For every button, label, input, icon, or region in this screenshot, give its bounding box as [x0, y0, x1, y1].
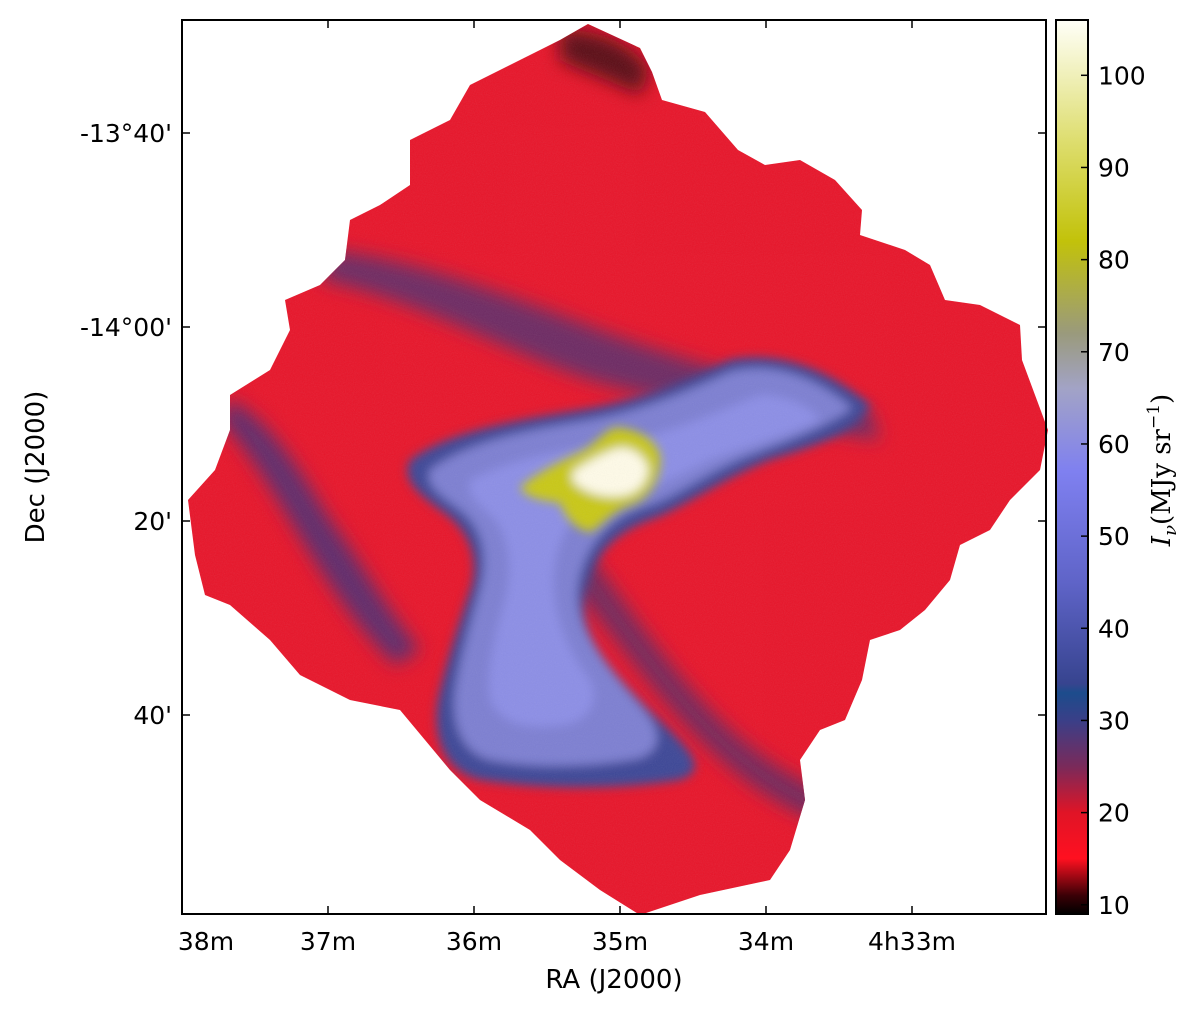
- colorbar-tick-label: 10: [1098, 891, 1130, 920]
- colorbar-tick-label: 80: [1098, 246, 1130, 275]
- y-tick-label: -13°40': [80, 119, 172, 148]
- y-tick-label: 40': [133, 701, 172, 730]
- colorbar-label-symbol: I: [1147, 535, 1177, 547]
- colorbar-tick-label: 60: [1098, 430, 1130, 459]
- colorbar-label-subscript: ν: [1160, 525, 1181, 536]
- x-axis-label: RA (J2000): [545, 965, 682, 995]
- x-tick-label: 37m: [300, 927, 356, 956]
- y-tick-label: -14°00': [80, 313, 172, 342]
- axes-frame: [181, 19, 1047, 915]
- intensity-map: [188, 24, 1048, 915]
- y-tick-label: 20': [133, 507, 172, 536]
- colorbar-tick-label: 90: [1098, 153, 1130, 182]
- x-tick-label: 4h33m: [868, 927, 956, 956]
- x-tick-label: 36m: [446, 927, 502, 956]
- colorbar-tick-label: 50: [1098, 522, 1130, 551]
- colorbar-frame: [1055, 19, 1089, 915]
- colorbar-tick-label: 70: [1098, 338, 1130, 367]
- colorbar-label-close: ): [1147, 394, 1177, 404]
- colorbar: 10 20 30 40 50 60 70 80 90 100 Iν(MJy sr−1): [1055, 19, 1181, 920]
- colorbar-label-unit: (MJy sr: [1147, 428, 1177, 524]
- y-ticks: -13°40' -14°00' 20' 40': [80, 119, 1046, 730]
- x-tick-label: 34m: [738, 927, 794, 956]
- colorbar-ticks: 10 20 30 40 50 60 70 80 90 100: [1081, 61, 1146, 920]
- colorbar-strip: [1056, 20, 1088, 914]
- colorbar-tick-label: 100: [1098, 61, 1146, 90]
- colorbar-label: Iν(MJy sr−1): [1144, 394, 1181, 547]
- colorbar-gradient: [1056, 20, 1088, 914]
- colorbar-tick-label: 20: [1098, 799, 1130, 828]
- map-noise: [188, 24, 1048, 915]
- x-tick-label: 35m: [592, 927, 648, 956]
- colorbar-tick-label: 30: [1098, 706, 1130, 735]
- x-ticks: 38m 37m 36m 35m 34m 4h33m: [178, 20, 956, 956]
- colorbar-tick-label: 40: [1098, 614, 1130, 643]
- y-axis-label: Dec (J2000): [21, 391, 51, 544]
- x-tick-label: 38m: [178, 927, 234, 956]
- colorbar-label-exponent: −1: [1144, 404, 1164, 429]
